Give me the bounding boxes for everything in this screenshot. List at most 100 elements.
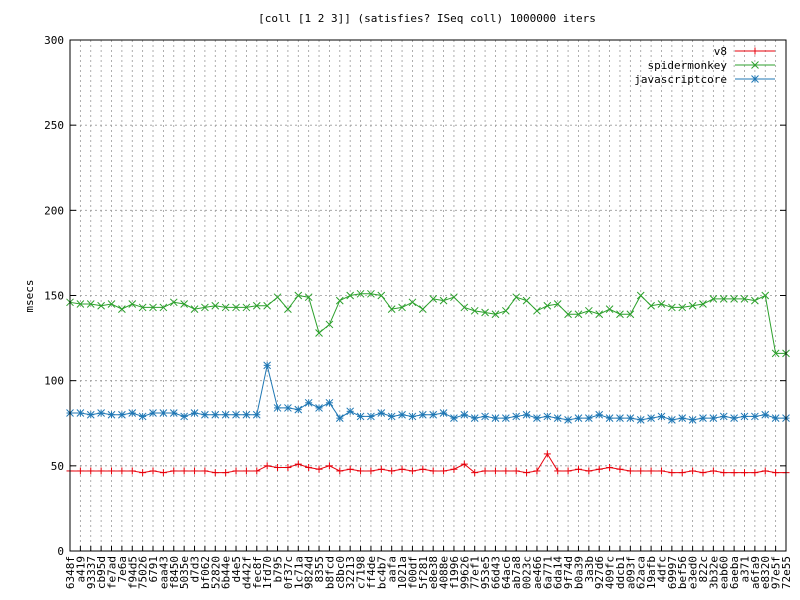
data-point-spidermonkey xyxy=(304,293,313,302)
x-tick-label: 9824d xyxy=(303,556,316,589)
data-point-v8 xyxy=(523,469,531,477)
data-point-javascriptcore xyxy=(377,409,386,417)
data-point-javascriptcore xyxy=(304,398,313,407)
data-point-javascriptcore xyxy=(76,409,85,417)
data-point-spidermonkey xyxy=(647,301,655,310)
x-tick-label: 5f281 xyxy=(417,556,430,589)
data-point-spidermonkey xyxy=(657,300,666,308)
data-point-spidermonkey xyxy=(149,303,157,312)
x-tick-label: 3a3b xyxy=(583,556,596,583)
x-tick-label: e8320 xyxy=(759,556,772,589)
data-point-spidermonkey xyxy=(543,301,552,310)
data-point-javascriptcore xyxy=(346,407,355,416)
data-point-javascriptcore xyxy=(118,410,126,419)
data-point-spidermonkey xyxy=(501,306,510,315)
data-point-v8 xyxy=(253,467,261,475)
data-point-javascriptcore xyxy=(688,415,697,424)
data-point-spidermonkey xyxy=(97,301,105,310)
data-point-v8 xyxy=(325,462,333,470)
data-point-spidermonkey xyxy=(678,303,687,312)
data-point-spidermonkey xyxy=(761,291,770,300)
data-point-javascriptcore xyxy=(169,409,178,417)
data-point-v8 xyxy=(606,464,614,472)
data-point-spidermonkey xyxy=(180,300,188,308)
data-point-spidermonkey xyxy=(325,320,334,329)
data-point-javascriptcore xyxy=(533,414,541,422)
data-point-spidermonkey xyxy=(553,300,562,308)
data-point-v8 xyxy=(284,464,292,472)
x-tick-label: d4e5 xyxy=(230,556,243,583)
data-point-spidermonkey xyxy=(346,291,355,300)
data-point-spidermonkey xyxy=(626,310,635,319)
data-point-javascriptcore xyxy=(138,412,147,421)
x-tick-label: a419 xyxy=(74,556,87,583)
x-tick-label: 1fd70 xyxy=(261,556,274,589)
x-tick-label: d442f xyxy=(240,556,253,589)
x-tick-label: 1021a xyxy=(396,556,409,589)
data-point-v8 xyxy=(730,469,738,477)
x-tick-label: 97e5f xyxy=(770,556,783,589)
data-point-v8 xyxy=(751,469,759,477)
data-point-spidermonkey xyxy=(491,310,500,319)
data-point-spidermonkey xyxy=(740,295,749,303)
data-point-v8 xyxy=(76,467,84,475)
x-tick-label: 66d43 xyxy=(489,556,502,589)
data-point-spidermonkey xyxy=(294,291,303,300)
data-point-spidermonkey xyxy=(190,305,199,313)
data-point-spidermonkey xyxy=(533,306,541,315)
x-tick-label: 4088e xyxy=(438,556,451,589)
data-point-javascriptcore xyxy=(771,414,780,422)
data-point-javascriptcore xyxy=(335,414,344,422)
x-tick-label: 0023c xyxy=(521,556,534,589)
x-tick-label: b8fcd xyxy=(323,556,336,589)
data-point-spidermonkey xyxy=(252,301,261,310)
x-tick-label: d7d3 xyxy=(189,556,202,583)
data-point-v8 xyxy=(357,467,365,475)
x-tick-label: 75026 xyxy=(137,556,150,589)
data-point-v8 xyxy=(128,467,136,475)
x-tick-label: 77ef1 xyxy=(469,556,482,589)
data-point-v8 xyxy=(554,467,562,475)
x-tick-label: 6da14 xyxy=(552,556,565,589)
data-point-v8 xyxy=(201,467,209,475)
data-point-v8 xyxy=(647,467,655,475)
x-tick-label: 0f37c xyxy=(282,556,295,589)
data-point-javascriptcore xyxy=(86,410,95,419)
x-tick-label: 953e5 xyxy=(479,556,492,589)
data-point-spidermonkey xyxy=(201,303,209,312)
data-point-javascriptcore xyxy=(211,410,220,419)
x-tick-label: e8e38 xyxy=(427,556,440,589)
data-point-spidermonkey xyxy=(730,295,738,303)
data-point-spidermonkey xyxy=(668,303,676,312)
data-point-v8 xyxy=(336,467,344,475)
data-point-spidermonkey xyxy=(76,300,85,308)
series-line-spidermonkey xyxy=(69,293,786,354)
data-point-v8 xyxy=(367,467,375,475)
data-point-v8 xyxy=(118,467,126,475)
data-point-spidermonkey xyxy=(273,293,282,302)
legend-marker-v8 xyxy=(751,47,759,55)
data-point-v8 xyxy=(87,467,95,475)
data-point-javascriptcore xyxy=(232,410,240,419)
data-point-spidermonkey xyxy=(86,300,95,308)
data-point-javascriptcore xyxy=(242,410,251,419)
data-point-spidermonkey xyxy=(408,298,417,307)
x-tick-label: 4dfc xyxy=(655,556,668,583)
x-axis-ticks: 6348fa41993337cb95dfe7ad7e6af94d57502667… xyxy=(64,546,793,589)
data-point-spidermonkey xyxy=(159,303,168,312)
data-point-javascriptcore xyxy=(626,414,635,422)
data-point-javascriptcore xyxy=(315,404,323,412)
data-point-v8 xyxy=(616,465,624,473)
data-point-spidermonkey xyxy=(335,296,344,305)
x-tick-label: 64ac6 xyxy=(500,556,513,589)
data-point-spidermonkey xyxy=(439,296,448,305)
data-point-v8 xyxy=(668,469,676,477)
x-tick-label: 52820 xyxy=(209,556,222,589)
x-tick-label: 822c xyxy=(697,556,710,583)
x-tick-label: 6b44e xyxy=(220,556,233,589)
data-point-spidermonkey xyxy=(688,301,697,310)
data-point-spidermonkey xyxy=(450,293,458,302)
data-point-spidermonkey xyxy=(616,310,624,319)
data-point-spidermonkey xyxy=(138,303,147,312)
data-point-javascriptcore xyxy=(149,409,157,417)
